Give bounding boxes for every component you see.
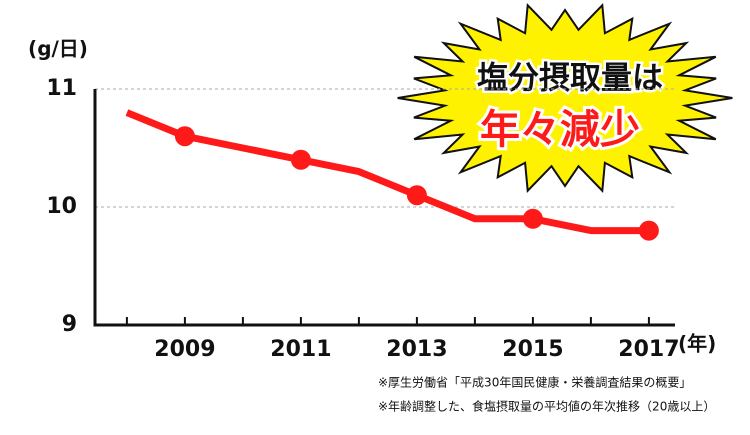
burst-shape [397, 3, 733, 193]
y-tick-label: 10 [46, 194, 77, 219]
marker [406, 185, 427, 206]
y-tick-label: 9 [62, 312, 77, 337]
y-unit: (g/日) [28, 37, 88, 61]
note: ※年齢調整した、食塩摂取量の平均値の年次推移（20歳以上） [378, 399, 715, 414]
x-tick-label: 2013 [386, 337, 447, 362]
y-tick-label: 11 [46, 76, 77, 101]
x-tick-label: 2015 [502, 337, 563, 362]
axes [93, 89, 675, 327]
x-tick-label: 2009 [154, 337, 215, 362]
marker [638, 220, 659, 241]
x-tick-label: 2011 [270, 337, 331, 362]
marker [174, 126, 195, 147]
annotation-line2: 年々減少 [480, 107, 640, 153]
x-unit: (年) [678, 332, 716, 356]
note: ※厚生労働省「平成30年国民健康・栄養調査結果の概要」 [378, 375, 691, 390]
line [125, 109, 649, 235]
marker [522, 208, 543, 229]
annotation-line1: 塩分摂取量は [477, 61, 663, 97]
x-tick-label: 2017 [618, 337, 679, 362]
marker [290, 149, 311, 170]
